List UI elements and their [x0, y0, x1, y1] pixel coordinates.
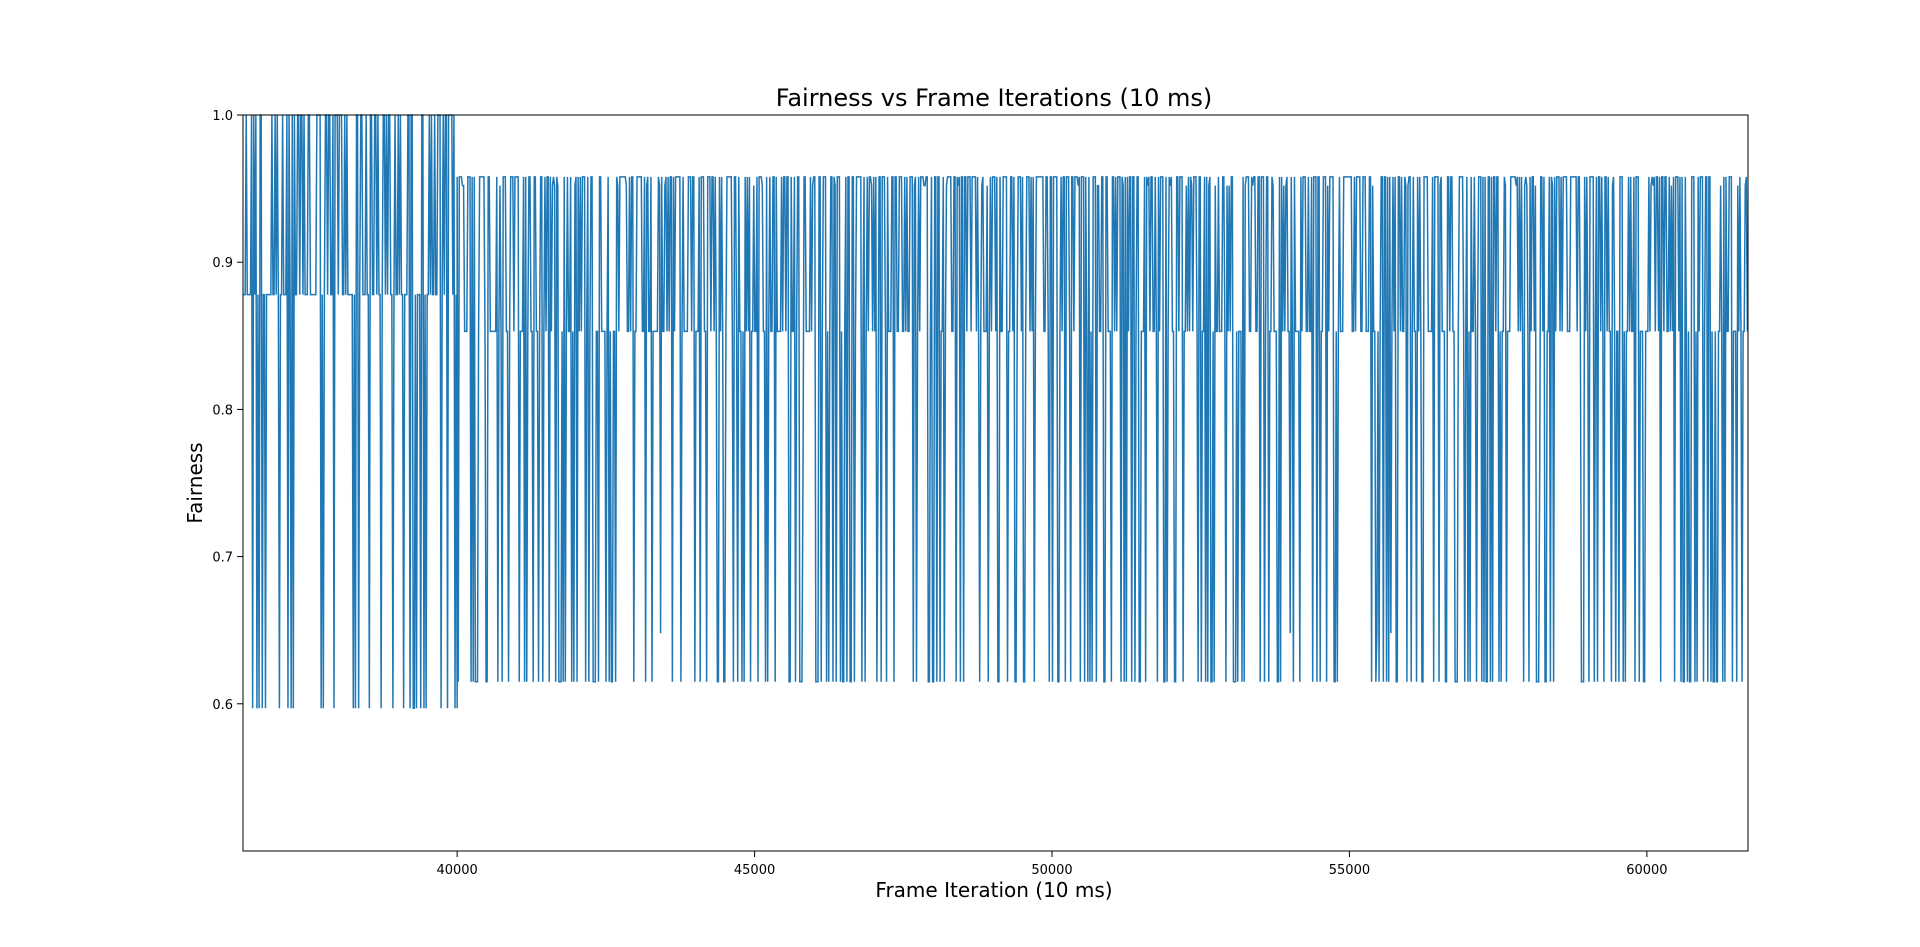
x-tick-label: 60000 — [1626, 863, 1667, 878]
x-tick-label: 40000 — [436, 863, 477, 878]
x-axis: 40000 45000 50000 55000 60000 — [436, 851, 1668, 878]
series-fairness — [243, 114, 1749, 709]
chart-title: Fairness vs Frame Iterations (10 ms) — [776, 84, 1213, 112]
plot-frame — [242, 114, 1749, 852]
y-tick-label: 0.6 — [212, 698, 233, 713]
x-tick-label: 45000 — [734, 863, 775, 878]
y-tick-label: 1.0 — [212, 109, 233, 124]
plot-area — [243, 114, 1749, 709]
y-tick-label: 0.7 — [212, 551, 233, 566]
y-tick-label: 0.8 — [212, 403, 233, 418]
x-tick-label: 50000 — [1031, 863, 1072, 878]
y-axis-label: Fairness — [183, 442, 207, 523]
x-axis-label: Frame Iteration (10 ms) — [875, 878, 1112, 902]
y-axis: 0.6 0.7 0.8 0.9 1.0 — [212, 109, 243, 713]
fairness-series-line — [243, 114, 1749, 709]
y-tick-label: 0.9 — [212, 256, 233, 271]
x-tick-label: 55000 — [1329, 863, 1370, 878]
